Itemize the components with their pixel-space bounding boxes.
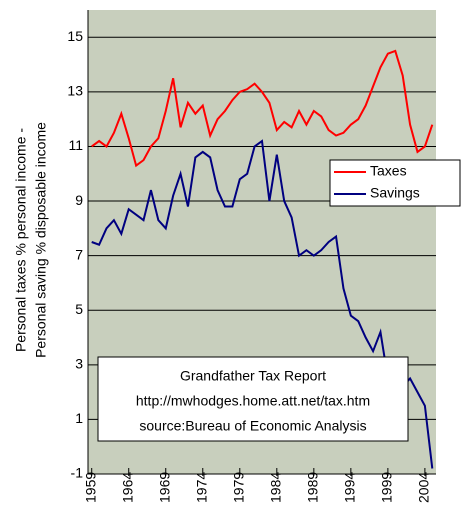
annotation: Grandfather Tax Report — [180, 368, 326, 384]
legend-label: Taxes — [370, 163, 407, 179]
y-tick-label: 1 — [75, 410, 83, 426]
y-tick-label: 7 — [75, 246, 83, 262]
y-tick-label: 9 — [75, 192, 83, 208]
x-tick-label: 1969 — [156, 472, 172, 503]
x-tick-label: 1984 — [268, 472, 284, 503]
y-tick-label: 5 — [75, 301, 83, 317]
x-tick-label: 1974 — [193, 472, 209, 503]
y-axis-label: Personal taxes % personal income - — [13, 128, 29, 352]
series-line — [91, 49, 434, 168]
y-tick-label: 11 — [68, 137, 83, 153]
y-axis-label: Personal saving % disposable income — [33, 122, 49, 358]
x-tick-label: 1994 — [342, 472, 358, 503]
annotation: http://mwhodges.home.att.net/tax.htm — [136, 393, 370, 409]
x-tick-label: 1979 — [230, 472, 246, 503]
annotation-box — [97, 356, 409, 442]
x-tick-label: 2004 — [416, 472, 432, 503]
y-tick-label: 13 — [67, 83, 83, 99]
y-tick-label: 3 — [75, 356, 83, 372]
series-line — [91, 139, 434, 469]
x-tick-label: 1959 — [82, 472, 98, 503]
x-tick-label: 1964 — [119, 472, 135, 503]
legend-label: Savings — [370, 185, 420, 201]
legend-box — [329, 159, 461, 207]
y-tick-label: 15 — [67, 28, 83, 44]
x-tick-label: 1989 — [305, 472, 321, 503]
y-tick-label: -1 — [71, 465, 84, 481]
annotation: source:Bureau of Economic Analysis — [139, 418, 366, 434]
x-tick-label: 1999 — [379, 472, 395, 503]
